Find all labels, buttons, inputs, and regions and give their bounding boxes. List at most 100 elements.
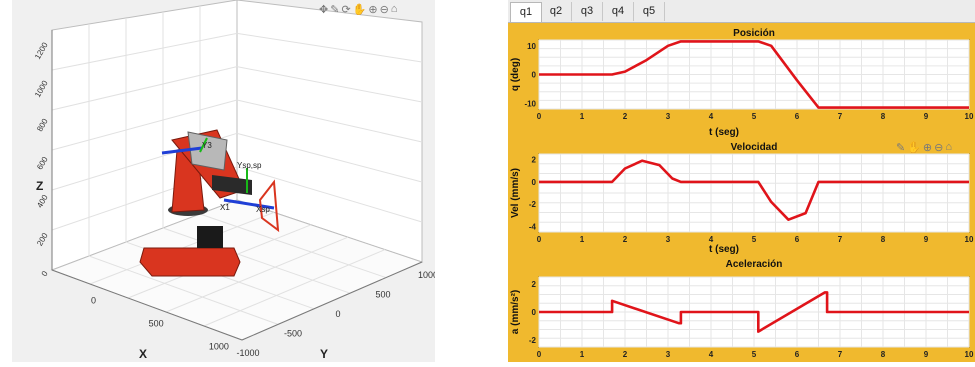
grid-line — [236, 66, 423, 103]
frame-axis-green — [199, 137, 208, 153]
robot-wrist — [212, 175, 252, 195]
robot-3d-view[interactable]: ✥ ✎ ⟳ ✋ ⊕ ⊖ ⌂ 0 200 400 600 800 1000 1200 0 500 1… — [12, 0, 438, 362]
y-tick-label: -1000 — [236, 348, 259, 358]
y-tick-label: -4 — [529, 222, 537, 231]
x-axis-label: t (seg) — [709, 127, 739, 138]
y-tick-label: 0 — [532, 178, 537, 187]
x-tick-label: 6 — [795, 112, 800, 121]
y-axis-label: Y — [320, 347, 328, 361]
frame-label-y3: Y3 — [202, 141, 212, 150]
y-axis-line — [241, 261, 423, 341]
zoom-out-icon[interactable]: ⊖ — [934, 142, 944, 154]
y-tick-label: -2 — [529, 336, 537, 345]
grid-line — [51, 66, 238, 111]
frame-label-xsp: Xsp — [256, 205, 270, 214]
y-tick-label: -2 — [529, 200, 537, 209]
x-tick-label: 500 — [149, 319, 164, 329]
home-icon[interactable]: ⌂ — [390, 3, 398, 15]
x-tick-label: 10 — [965, 235, 974, 244]
y-axis-label: Vel (mm/s) — [510, 168, 521, 218]
y-tick-label: 1000 — [418, 270, 435, 280]
frame-label-x1: X1 — [220, 203, 230, 212]
x-tick-label: 5 — [752, 112, 757, 121]
frame-axis-blue-tool — [223, 198, 275, 210]
y-tick-label: 10 — [527, 42, 536, 51]
x-tick-label: 5 — [752, 235, 757, 244]
hand-icon[interactable]: ✋ — [907, 142, 921, 154]
zoom-out-icon[interactable]: ⊖ — [379, 4, 389, 16]
tab-q4[interactable]: q4 — [603, 2, 634, 21]
x-tick-label: 6 — [795, 350, 800, 359]
home-icon[interactable]: ⌂ — [945, 141, 953, 153]
x-tick-label: 3 — [666, 235, 671, 244]
y-tick-label: -10 — [524, 99, 536, 108]
x-axis-label: t (seg) — [709, 244, 739, 255]
z-axis-label: Z — [36, 179, 43, 193]
x-tick-label: 10 — [965, 112, 974, 121]
x-tick-label: 0 — [537, 235, 542, 244]
grid-line — [236, 32, 423, 63]
grid-line — [203, 249, 386, 327]
x-tick-label: 1000 — [209, 342, 229, 352]
x-tick-label: 8 — [881, 235, 886, 244]
x-tick-label: 4 — [709, 112, 714, 121]
x-tick-label: 7 — [838, 112, 843, 121]
chart-title: Posición — [733, 28, 775, 39]
x-tick-label: 0 — [537, 112, 542, 121]
pan-icon[interactable]: ✥ — [319, 4, 329, 16]
velocity-plot-toolbar: ✎ ✋ ⊕ ⊖ ⌂ — [896, 141, 952, 154]
x-tick-label: 1 — [580, 235, 585, 244]
series-line-0 — [539, 291, 969, 333]
z-tick-label: 800 — [35, 117, 50, 134]
x-tick-label: 2 — [623, 235, 628, 244]
series-line-0 — [539, 159, 969, 221]
chart-title: Aceleración — [726, 259, 783, 270]
series-line-0 — [539, 40, 969, 109]
tab-q5[interactable]: q5 — [634, 2, 665, 21]
x-tick-label: 0 — [537, 350, 542, 359]
y-tick-label: 2 — [532, 156, 537, 165]
rotate-icon[interactable]: ⟳ — [341, 4, 351, 16]
hand-icon[interactable]: ✋ — [352, 4, 367, 16]
joint-trajectory-panel: q1 q2 q3 q4 q5 ✎ ✋ ⊕ ⊖ ⌂ 0 1 2 3 4 5 6 7 8 9 10 -10… — [508, 0, 975, 362]
x-tick-label: 10 — [965, 350, 974, 359]
z-tick-label: 0 — [40, 269, 50, 278]
robot-control-panel — [197, 226, 223, 248]
frame-label-ysp: Ysp,sp — [237, 161, 262, 170]
grid-line — [236, 166, 423, 223]
brush-icon[interactable]: ✎ — [330, 4, 340, 16]
tab-q2[interactable]: q2 — [541, 2, 572, 21]
x-tick-label: 3 — [666, 112, 671, 121]
z-tick-label: 200 — [35, 231, 50, 248]
x-axis-label: X — [139, 347, 147, 361]
zoom-in-icon[interactable]: ⊕ — [368, 4, 378, 16]
x-tick-label: 5 — [752, 350, 757, 359]
grid-line — [88, 255, 279, 325]
tab-q3[interactable]: q3 — [572, 2, 603, 21]
x-tick-label: 3 — [666, 350, 671, 359]
x-tick-label: 2 — [623, 350, 628, 359]
z-tick-label: 1200 — [33, 40, 50, 60]
y-tick-label: 500 — [375, 290, 390, 300]
x-tick-label: 1 — [580, 112, 585, 121]
x-tick-label: 9 — [924, 235, 929, 244]
z-tick-label: 600 — [35, 155, 50, 172]
x-tick-label: 0 — [91, 296, 96, 306]
x-tick-label: 4 — [709, 350, 714, 359]
x-tick-label: 9 — [924, 112, 929, 121]
zoom-in-icon[interactable]: ⊕ — [922, 142, 933, 154]
x-tick-label: 2 — [623, 112, 628, 121]
robot-base — [139, 247, 241, 277]
tab-q1[interactable]: q1 — [510, 2, 542, 22]
y-tick-label: 0 — [532, 308, 537, 317]
y-tick-label: 2 — [532, 280, 537, 289]
axes-box — [50, 0, 424, 341]
pan-icon[interactable]: ✎ — [896, 142, 906, 154]
grid-line — [199, 213, 387, 279]
z-tick-label: 1000 — [33, 79, 50, 99]
x-tick-label: 7 — [838, 235, 843, 244]
tool-target-frame — [258, 179, 280, 233]
